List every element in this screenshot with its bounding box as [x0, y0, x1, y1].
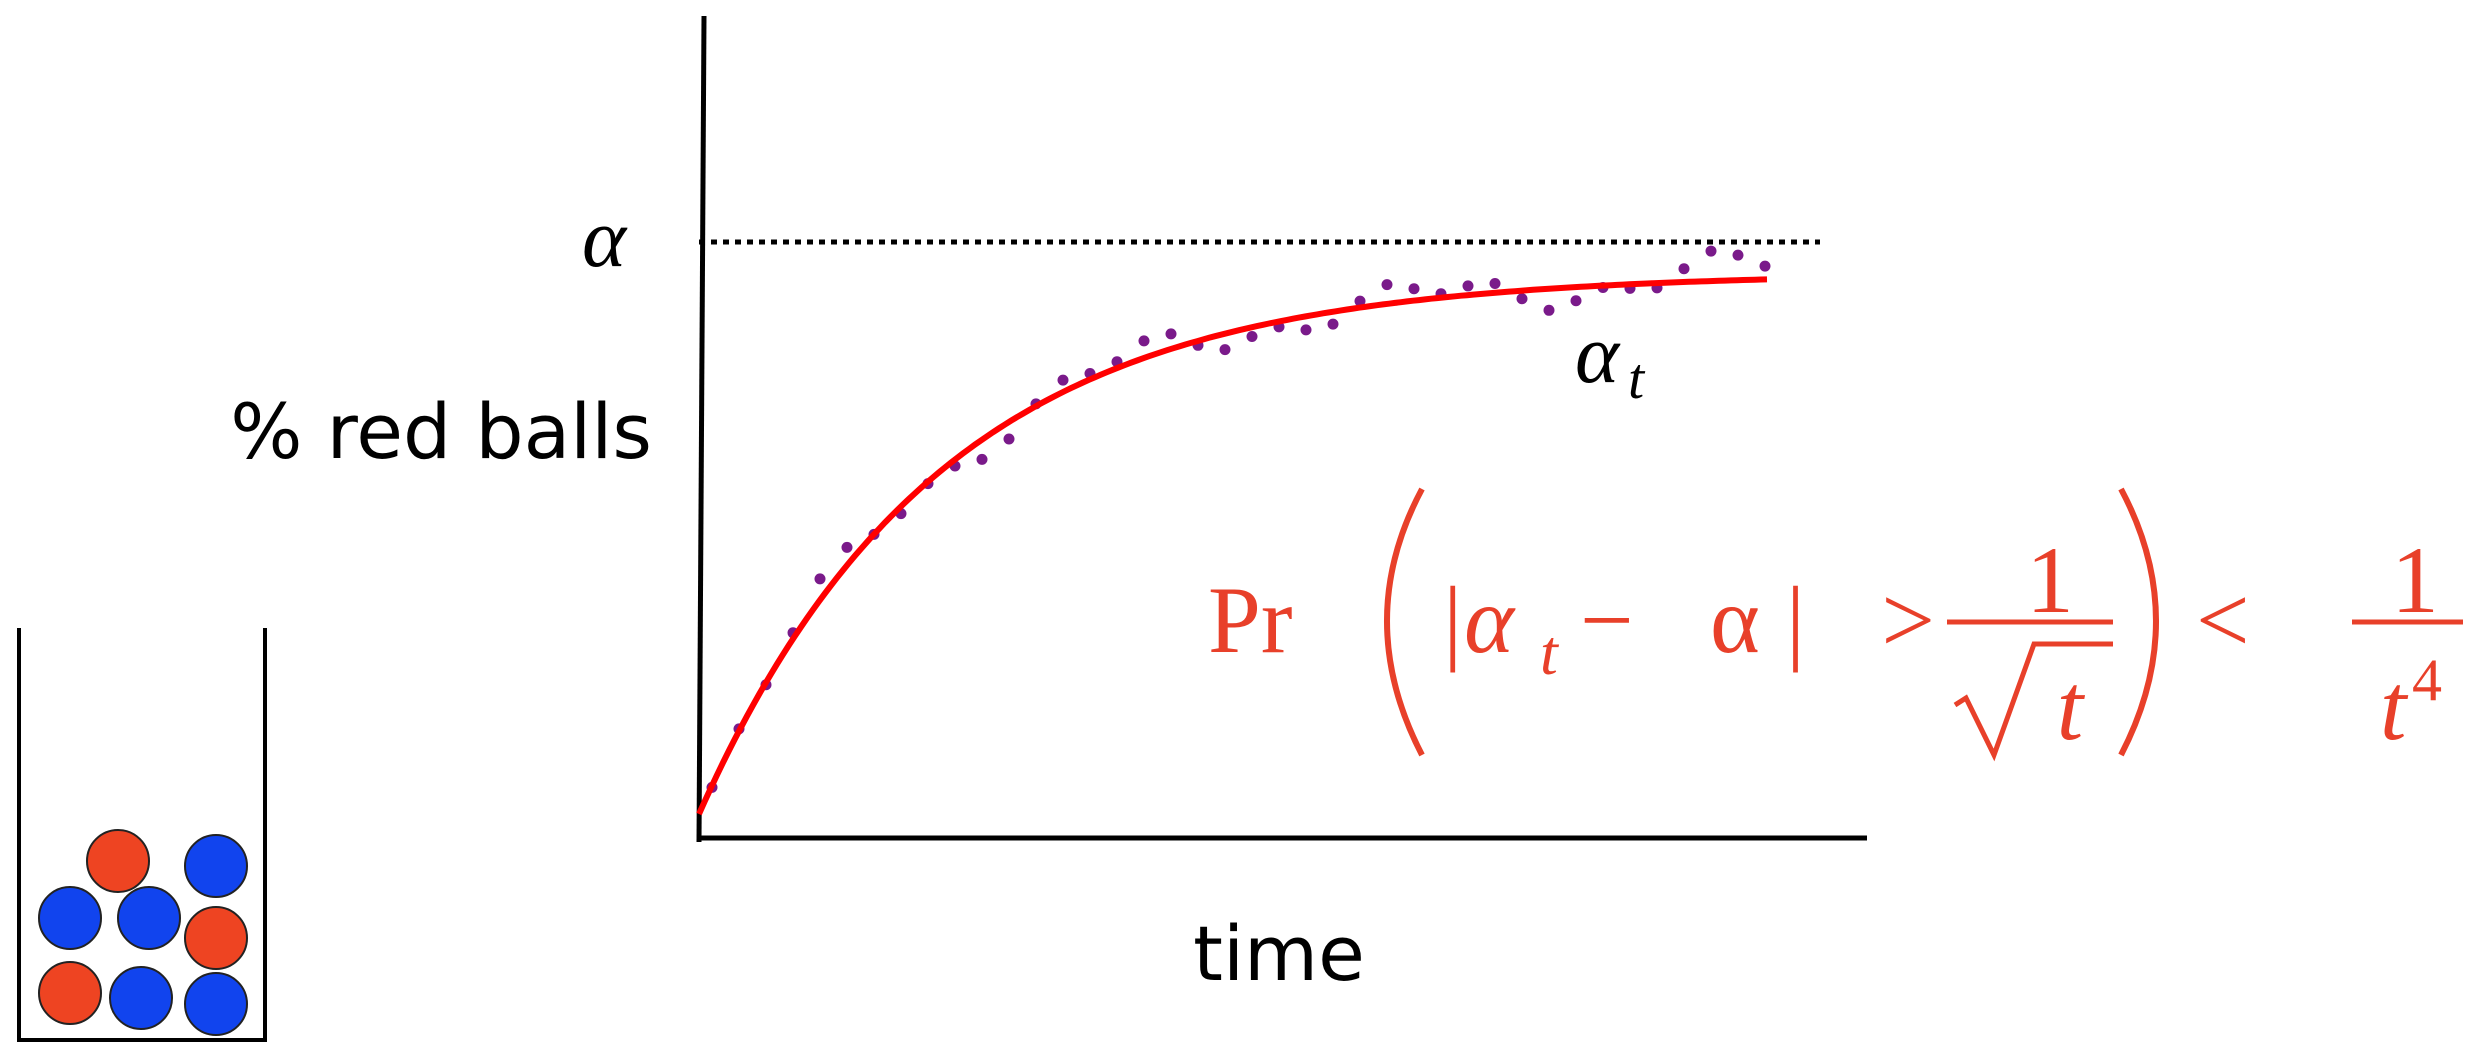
sample-dot [1057, 374, 1069, 386]
sample-dot [1489, 278, 1501, 290]
radical [1953, 641, 2113, 762]
sample-dot [1381, 279, 1393, 291]
sample-dot [1516, 293, 1528, 305]
sample-dot [1327, 318, 1339, 330]
sample-dot [1705, 245, 1717, 257]
expected-curve [696, 276, 1768, 816]
sample-dot [1678, 263, 1690, 275]
red-ball [86, 829, 150, 893]
level-symbol: α [582, 192, 628, 285]
fraction-1-denominator: t [2057, 654, 2086, 760]
sample-dot [1246, 330, 1258, 342]
sample-dot [1300, 324, 1312, 336]
sample-dot [1138, 335, 1150, 347]
curves [696, 245, 1771, 816]
blue-ball [184, 834, 248, 898]
blue-ball [109, 966, 173, 1030]
sample-dot [1732, 249, 1744, 261]
sample-dot [814, 573, 826, 585]
sample-dot [1219, 344, 1231, 356]
blue-ball [38, 886, 102, 950]
sample-dot [1354, 295, 1366, 307]
formula-lhs-subscript: t [1540, 617, 1560, 688]
sample-dot [1408, 283, 1420, 295]
fraction-1-numerator: 1 [2026, 527, 2074, 633]
red-ball [184, 906, 248, 970]
fraction-2-exponent: 4 [2412, 647, 2442, 713]
sample-dot [1165, 328, 1177, 340]
fraction-2-numerator: 1 [2391, 527, 2439, 633]
blue-ball [184, 972, 248, 1036]
formula-lhs: |α [1438, 567, 1516, 673]
curve-symbol: α [1575, 308, 1621, 401]
balls [38, 829, 248, 1036]
y-title: % red balls [230, 387, 652, 476]
fraction-2-denominator: t [2380, 654, 2409, 760]
sample-dot [1570, 295, 1582, 307]
blue-ball [117, 886, 181, 950]
sample-dot [1543, 304, 1555, 316]
formula-inequality: < [2196, 567, 2250, 673]
x-title: time [1193, 909, 1365, 998]
sample-dot [976, 453, 988, 465]
sample-dot [841, 541, 853, 553]
formula-prefix: Pr [1208, 567, 1292, 673]
formula-relation: − α| > [1580, 567, 1935, 673]
urn [17, 628, 267, 1042]
right-paren [2118, 487, 2159, 757]
red-ball [38, 961, 102, 1025]
left-paren [1384, 487, 1425, 757]
sample-dot [1003, 433, 1015, 445]
curve-subscript: t [1628, 346, 1646, 411]
sample-dot [1462, 280, 1474, 292]
sample-dot [1759, 260, 1771, 272]
y-axis [696, 15, 707, 843]
